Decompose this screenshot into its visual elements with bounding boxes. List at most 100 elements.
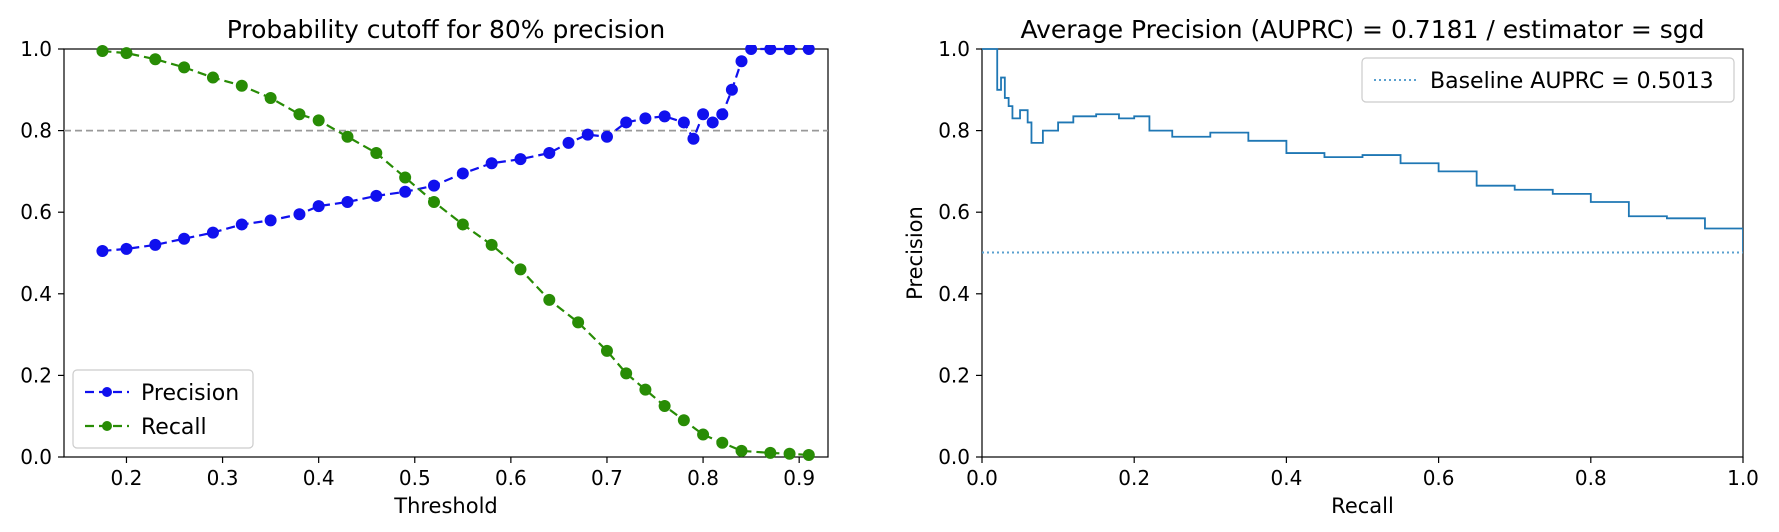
legend: Precision Recall — [72, 369, 254, 449]
data-point-precision — [427, 179, 440, 192]
x-tick-label: 0.5 — [399, 466, 431, 490]
legend-box — [1361, 57, 1735, 103]
data-point-recall — [764, 446, 777, 459]
y-tick-label: 0.0 — [20, 445, 52, 469]
data-point-precision — [178, 232, 191, 245]
data-point-recall — [293, 108, 306, 121]
y-tick-label: 0.4 — [938, 282, 970, 306]
y-tick-label: 0.8 — [20, 119, 52, 143]
data-point-precision — [725, 83, 738, 96]
y-tick-label: 0.0 — [938, 445, 970, 469]
data-point-recall — [572, 316, 585, 329]
data-point-precision — [293, 208, 306, 221]
data-point-recall — [783, 447, 796, 460]
data-point-recall — [697, 428, 710, 441]
data-point-recall — [312, 114, 325, 127]
data-point-precision — [735, 55, 748, 68]
data-point-recall — [206, 71, 219, 84]
legend-label-precision: Precision — [141, 381, 239, 406]
y-tick-label: 0.4 — [20, 282, 52, 306]
axes-frame — [63, 48, 829, 458]
data-point-precision — [543, 147, 556, 160]
data-point-precision — [399, 185, 412, 198]
data-point-recall — [178, 61, 191, 74]
data-point-precision — [514, 153, 527, 166]
x-tick-label: 0.8 — [1575, 466, 1607, 490]
data-point-recall — [341, 130, 354, 143]
data-point-precision — [235, 218, 248, 231]
chart-title: Average Precision (AUPRC) = 0.7181 / est… — [1020, 15, 1704, 44]
data-point-recall — [802, 448, 815, 461]
data-point-recall — [600, 344, 613, 357]
data-point-recall — [485, 238, 498, 251]
data-point-recall — [620, 367, 633, 380]
series-line-precision — [102, 47, 809, 253]
y-tick-label: 0.6 — [938, 200, 970, 224]
y-tick-label: 1.0 — [938, 37, 970, 61]
data-point-recall — [235, 79, 248, 92]
data-point-recall — [514, 263, 527, 276]
data-point-precision — [485, 157, 498, 170]
data-point-recall — [735, 444, 748, 457]
data-point-precision — [370, 189, 383, 202]
legend-box — [72, 369, 254, 449]
legend-marker-precision — [102, 387, 112, 397]
data-point-precision — [658, 110, 671, 123]
data-point-precision — [687, 132, 700, 145]
legend-label-recall: Recall — [141, 415, 207, 440]
y-tick-label: 0.6 — [20, 200, 52, 224]
series-line-pr-curve — [982, 48, 1743, 251]
x-tick-label: 0.7 — [591, 466, 623, 490]
data-point-precision — [706, 116, 719, 129]
plot-area — [64, 45, 828, 461]
data-point-precision — [600, 130, 613, 143]
plot-area — [982, 48, 1743, 254]
data-point-recall — [370, 147, 383, 160]
data-point-recall — [658, 400, 671, 412]
y-axis-label: Precision — [903, 206, 927, 300]
data-point-precision — [149, 238, 162, 251]
data-point-precision — [456, 167, 469, 180]
x-tick-label: 0.4 — [1270, 466, 1302, 490]
chart-2: Average Precision (AUPRC) = 0.7181 / est… — [903, 15, 1759, 518]
x-axis-label: Threshold — [393, 494, 498, 518]
x-axis-label: Recall — [1331, 494, 1394, 518]
x-tick-label: 0.6 — [1423, 466, 1455, 490]
data-point-precision — [639, 112, 652, 125]
x-tick-label: 1.0 — [1727, 466, 1759, 490]
data-point-recall — [543, 293, 556, 306]
x-tick-label: 0.8 — [687, 466, 719, 490]
x-tick-label: 0.4 — [303, 466, 335, 490]
data-point-recall — [264, 91, 277, 104]
y-tick-label: 0.8 — [938, 119, 970, 143]
data-point-precision — [562, 136, 575, 149]
y-tick-label: 0.2 — [938, 363, 970, 387]
data-point-precision — [697, 108, 710, 121]
chart-1: Probability cutoff for 80% precision 0.2 0… — [20, 15, 829, 518]
data-point-precision — [581, 128, 594, 141]
x-tick-label: 0.2 — [1118, 466, 1150, 490]
data-point-precision — [120, 242, 133, 255]
x-tick-label: 0.0 — [966, 466, 998, 490]
data-point-recall — [639, 383, 652, 396]
x-tick-label: 0.2 — [111, 466, 143, 490]
data-point-precision — [620, 116, 633, 129]
data-point-precision — [716, 108, 729, 121]
y-tick-label: 1.0 — [20, 37, 52, 61]
data-point-precision — [341, 196, 354, 208]
data-point-recall — [399, 171, 412, 184]
data-point-precision — [745, 45, 758, 55]
y-tick-label: 0.2 — [20, 363, 52, 387]
x-tick-label: 0.9 — [783, 466, 815, 490]
data-point-precision — [783, 45, 796, 55]
x-tick-label: 0.6 — [495, 466, 527, 490]
data-point-recall — [149, 53, 162, 66]
data-point-precision — [312, 200, 325, 213]
data-point-recall — [716, 436, 729, 449]
data-point-precision — [802, 45, 815, 55]
data-point-precision — [206, 226, 219, 239]
legend-marker-recall — [102, 421, 112, 431]
data-point-recall — [677, 414, 690, 427]
data-point-recall — [427, 196, 440, 208]
